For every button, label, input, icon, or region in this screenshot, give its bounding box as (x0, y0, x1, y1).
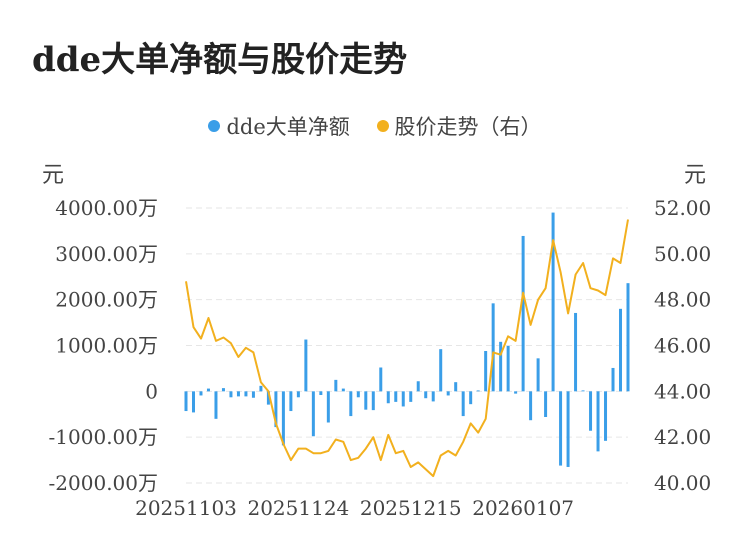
legend-bar-label: dde大单净额 (226, 115, 350, 139)
y-left-tick-label: -2000.00万 (49, 471, 158, 495)
bar (476, 390, 480, 392)
x-tick-label: 20260107 (472, 496, 574, 520)
bar (356, 391, 360, 398)
bar (371, 391, 375, 411)
bar (341, 388, 345, 392)
bar (289, 391, 293, 412)
left-axis-unit: 元 (42, 163, 65, 188)
bar (461, 391, 465, 417)
bar (394, 391, 398, 402)
bar (184, 391, 188, 412)
bar (349, 391, 353, 417)
legend-line-label: 股价走势（右） (394, 115, 542, 139)
bar (416, 381, 420, 392)
bar (574, 312, 578, 392)
bar (401, 391, 405, 407)
bar (229, 391, 233, 398)
bar (544, 391, 548, 417)
bar (251, 391, 255, 398)
bar (326, 391, 330, 423)
bar (499, 341, 503, 392)
bar (521, 235, 525, 392)
chart-legend: dde大单净额 股价走势（右） (0, 111, 750, 141)
legend-line-marker-icon (376, 120, 389, 132)
bar (439, 349, 443, 392)
bar (619, 308, 623, 392)
bar (469, 391, 473, 405)
bar (281, 391, 285, 446)
bar (311, 391, 315, 437)
bar (304, 339, 308, 392)
bar (266, 391, 270, 405)
bar (536, 358, 540, 392)
bar (446, 391, 450, 396)
y-right-tick-label: 40.00 (654, 471, 711, 495)
y-left-tick-label: 2000.00万 (55, 288, 158, 312)
bar (611, 367, 615, 392)
legend-item-line[interactable]: 股价走势（右） (376, 111, 542, 141)
bar (566, 391, 570, 467)
bar (626, 283, 630, 392)
bar (604, 391, 608, 441)
x-tick-label: 20251103 (135, 496, 237, 520)
bar (191, 391, 195, 413)
bar (529, 391, 533, 421)
bar (364, 391, 368, 410)
bar (386, 391, 390, 404)
bar (484, 351, 488, 392)
bar (409, 391, 413, 402)
bar (454, 382, 458, 392)
y-right-tick-label: 52.00 (654, 196, 711, 220)
bar (221, 388, 225, 392)
bar (514, 391, 518, 394)
y-left-tick-label: 3000.00万 (55, 242, 158, 266)
bar (491, 303, 495, 392)
bar (206, 388, 210, 392)
bar (379, 367, 383, 392)
bar (551, 212, 555, 392)
right-axis-unit: 元 (684, 163, 707, 188)
bar (424, 391, 428, 399)
bar (259, 385, 263, 392)
y-right-tick-label: 50.00 (654, 242, 711, 266)
y-right-tick-label: 46.00 (654, 334, 711, 358)
bar (506, 345, 510, 392)
bar (296, 391, 300, 398)
bar (319, 391, 323, 395)
bar (431, 391, 435, 402)
bar (581, 390, 585, 392)
y-left-tick-label: -1000.00万 (49, 425, 158, 449)
y-left-tick-label: 0 (145, 379, 158, 403)
bar (214, 391, 218, 419)
bar (596, 391, 600, 452)
legend-item-bar[interactable]: dde大单净额 (208, 111, 350, 141)
bar (244, 391, 248, 397)
y-right-tick-label: 48.00 (654, 288, 711, 312)
legend-bar-marker-icon (208, 120, 221, 132)
bar (559, 391, 563, 466)
bar (236, 391, 240, 397)
bar (199, 391, 203, 396)
bar (589, 391, 593, 431)
x-tick-label: 20251124 (247, 496, 349, 520)
y-right-tick-label: 42.00 (654, 425, 711, 449)
chart-title: dde大单净额与股价走势 (32, 40, 408, 80)
bar (334, 379, 338, 392)
y-right-tick-label: 44.00 (654, 379, 711, 403)
price-line (185, 219, 629, 478)
y-left-tick-label: 4000.00万 (55, 196, 158, 220)
bar (274, 391, 278, 428)
x-tick-label: 20251215 (360, 496, 462, 520)
y-left-tick-label: 1000.00万 (55, 334, 158, 358)
